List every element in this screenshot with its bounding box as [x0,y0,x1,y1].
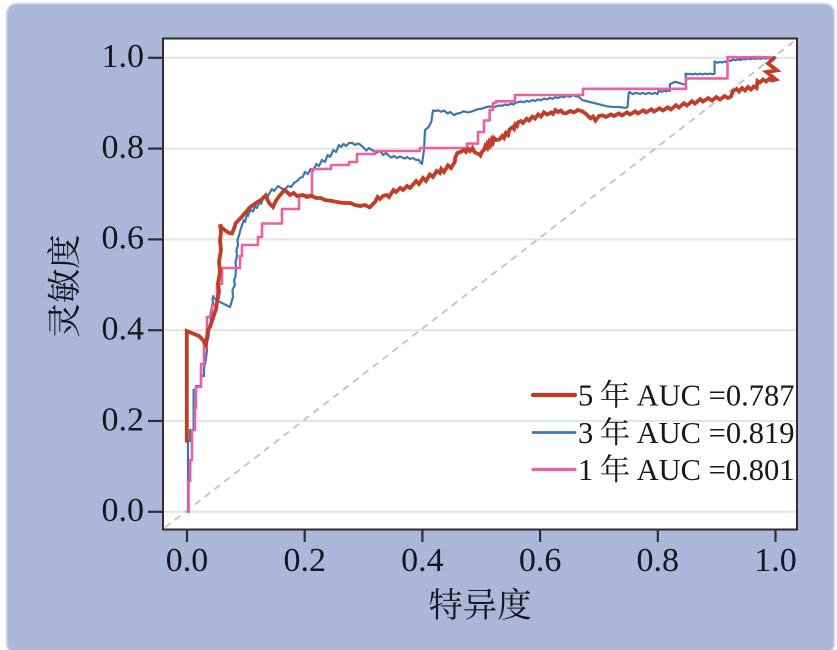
svg-text:1.0: 1.0 [754,542,797,579]
svg-text:5: 5 [578,379,593,413]
svg-text:0.2: 0.2 [102,401,145,438]
svg-text:AUC =0.819: AUC =0.819 [637,416,795,450]
svg-text:1.0: 1.0 [102,38,145,75]
svg-text:0.8: 0.8 [102,129,145,166]
svg-text:0.4: 0.4 [401,542,444,579]
svg-text:AUC =0.787: AUC =0.787 [637,379,795,413]
svg-text:0.0: 0.0 [166,542,209,579]
svg-text:0.6: 0.6 [519,542,562,579]
svg-text:0.6: 0.6 [102,220,145,257]
svg-text:1: 1 [578,453,593,487]
svg-text:0.0: 0.0 [102,492,145,529]
svg-text:AUC =0.801: AUC =0.801 [637,453,795,487]
svg-text:0.4: 0.4 [102,311,145,348]
svg-text:0.8: 0.8 [637,542,680,579]
svg-text:3: 3 [578,416,593,450]
svg-text:0.2: 0.2 [283,542,326,579]
